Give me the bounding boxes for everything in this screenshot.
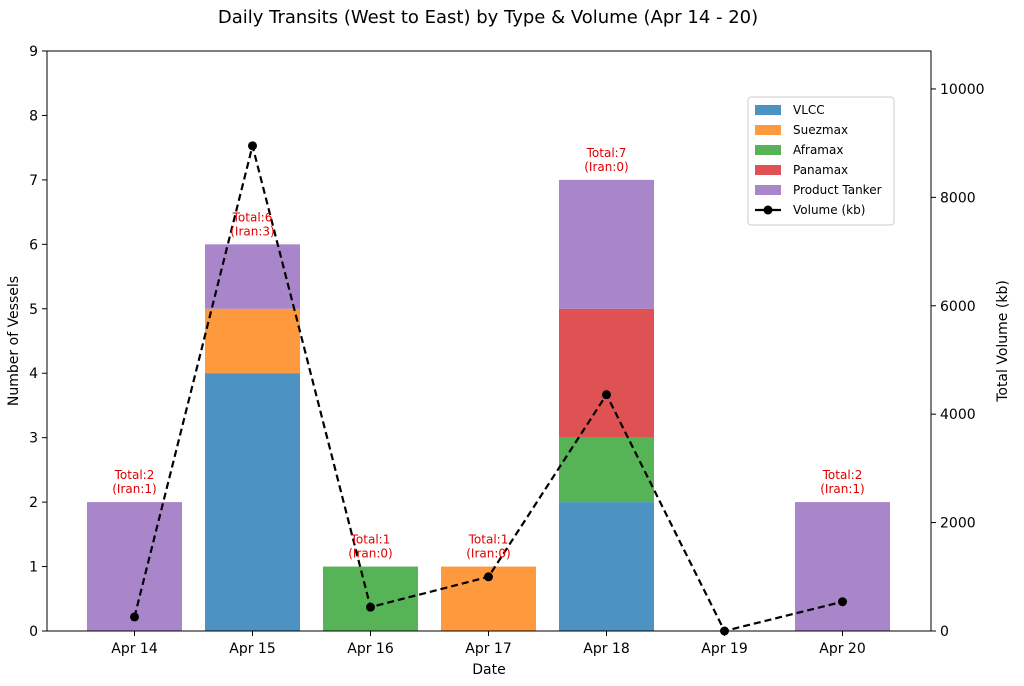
annotation-iran-apr-14: (Iran:1) (112, 482, 156, 496)
y-tick-label: 7 (29, 173, 38, 189)
x-tick-label: Apr 18 (583, 641, 629, 657)
legend-swatch-product-tanker (755, 185, 781, 195)
y-tick-label: 6 (29, 237, 38, 253)
right-axis: 0 2000 4000 6000 8000 10000 (931, 82, 985, 640)
volume-point-apr-17 (484, 572, 493, 582)
y2-tick-label: 2000 (940, 516, 976, 532)
x-tick-label: Apr 20 (819, 641, 865, 657)
bar-aframax-apr-18 (559, 437, 654, 503)
y-tick-label: 5 (29, 302, 38, 318)
y-tick-label: 0 (29, 624, 38, 640)
y-tick-label: 2 (29, 495, 38, 511)
bar-vlcc-apr-15 (205, 373, 300, 631)
annotations-group: Total:2(Iran:1)Total:6(Iran:3)Total:1(Ir… (112, 146, 864, 561)
volume-point-apr-15 (248, 141, 257, 151)
annotation-total-apr-20: Total:2 (822, 468, 863, 482)
annotation-iran-apr-16: (Iran:0) (348, 547, 392, 561)
legend-swatch-panamax (755, 165, 781, 175)
bar-product-tanker-apr-20 (795, 502, 890, 631)
bar-suezmax-apr-15 (205, 308, 300, 374)
x-tick-label: Apr 14 (111, 641, 158, 657)
y2-tick-label: 10000 (940, 82, 985, 98)
legend-swatch-vlcc (755, 105, 781, 115)
y-tick-label: 8 (29, 108, 38, 124)
x-tick-label: Apr 16 (347, 641, 394, 657)
legend-label-suezmax: Suezmax (793, 123, 848, 137)
y-axis-label: Number of Vessels (6, 276, 22, 406)
legend-label-panamax: Panamax (793, 163, 848, 177)
annotation-iran-apr-17: (Iran:0) (466, 547, 510, 561)
annotation-iran-apr-18: (Iran:0) (584, 160, 628, 174)
x-tick-label: Apr 17 (465, 641, 511, 657)
x-tick-label: Apr 15 (229, 641, 275, 657)
legend-marker-volume (763, 205, 773, 215)
y2-tick-label: 0 (940, 624, 949, 640)
legend-label-aframax: Aframax (793, 143, 843, 157)
annotation-total-apr-18: Total:7 (586, 146, 627, 160)
legend: VLCC Suezmax Aframax Panamax Product Tanker V… (747, 96, 895, 226)
annotation-total-apr-15: Total:6 (232, 210, 273, 224)
y2-tick-label: 8000 (940, 190, 976, 206)
bar-product-tanker-apr-18 (559, 179, 654, 309)
volume-point-apr-18 (602, 390, 611, 400)
annotation-total-apr-17: Total:1 (468, 533, 509, 547)
left-axis: 0 1 2 3 4 5 6 7 8 9 (29, 44, 47, 640)
x-tick-label: Apr 19 (701, 641, 747, 657)
annotation-total-apr-16: Total:1 (350, 533, 391, 547)
volume-point-apr-20 (838, 597, 847, 607)
legend-swatch-suezmax (755, 125, 781, 135)
annotation-total-apr-14: Total:2 (114, 468, 155, 482)
bar-product-tanker-apr-15 (205, 244, 300, 309)
y2-tick-label: 6000 (940, 299, 976, 315)
legend-label-vlcc: VLCC (793, 103, 825, 117)
bars-group (87, 179, 890, 631)
bar-vlcc-apr-18 (559, 502, 654, 631)
y-tick-label: 3 (29, 431, 38, 447)
chart-title: Daily Transits (West to East) by Type & … (218, 7, 758, 28)
y2-tick-label: 4000 (940, 407, 976, 423)
x-axis: Apr 14 Apr 15 Apr 16 Apr 17 Apr 18 Apr 19 Apr … (111, 631, 866, 657)
y2-axis-label: Total Volume (kb) (995, 280, 1011, 403)
bar-panamax-apr-18 (559, 308, 654, 438)
y-tick-label: 9 (29, 44, 38, 60)
legend-box (747, 96, 895, 226)
y-tick-label: 4 (29, 366, 38, 382)
annotation-iran-apr-20: (Iran:1) (820, 482, 864, 496)
bar-product-tanker-apr-14 (87, 502, 182, 631)
legend-label-product-tanker: Product Tanker (793, 183, 882, 197)
annotation-iran-apr-15: (Iran:3) (230, 224, 274, 238)
legend-label-volume: Volume (kb) (793, 203, 865, 217)
volume-point-apr-16 (366, 602, 375, 612)
volume-point-apr-14 (130, 612, 139, 622)
y-tick-label: 1 (29, 560, 38, 576)
legend-swatch-aframax (755, 145, 781, 155)
x-axis-label: Date (472, 662, 505, 678)
